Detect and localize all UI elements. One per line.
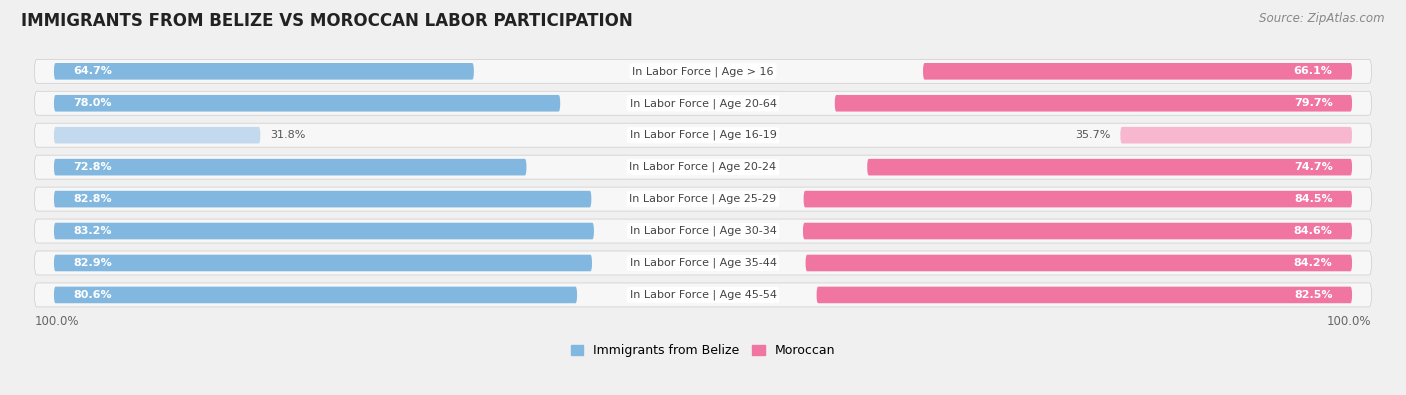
- Text: In Labor Force | Age 16-19: In Labor Force | Age 16-19: [630, 130, 776, 141]
- Text: 64.7%: 64.7%: [73, 66, 112, 76]
- FancyBboxPatch shape: [53, 223, 593, 239]
- Text: In Labor Force | Age 45-54: In Labor Force | Age 45-54: [630, 290, 776, 300]
- Text: 84.2%: 84.2%: [1294, 258, 1333, 268]
- Legend: Immigrants from Belize, Moroccan: Immigrants from Belize, Moroccan: [571, 344, 835, 357]
- FancyBboxPatch shape: [35, 155, 1371, 179]
- FancyBboxPatch shape: [35, 123, 1371, 147]
- Text: 35.7%: 35.7%: [1076, 130, 1111, 140]
- Text: In Labor Force | Age 30-34: In Labor Force | Age 30-34: [630, 226, 776, 236]
- Text: 100.0%: 100.0%: [35, 315, 79, 328]
- Text: 82.9%: 82.9%: [73, 258, 112, 268]
- Text: 84.6%: 84.6%: [1294, 226, 1333, 236]
- FancyBboxPatch shape: [53, 287, 576, 303]
- Text: 84.5%: 84.5%: [1294, 194, 1333, 204]
- FancyBboxPatch shape: [835, 95, 1353, 111]
- FancyBboxPatch shape: [35, 187, 1371, 211]
- FancyBboxPatch shape: [53, 159, 526, 175]
- FancyBboxPatch shape: [35, 219, 1371, 243]
- Text: 72.8%: 72.8%: [73, 162, 112, 172]
- FancyBboxPatch shape: [806, 255, 1353, 271]
- Text: 79.7%: 79.7%: [1294, 98, 1333, 108]
- FancyBboxPatch shape: [35, 59, 1371, 83]
- FancyBboxPatch shape: [35, 91, 1371, 115]
- FancyBboxPatch shape: [817, 287, 1353, 303]
- FancyBboxPatch shape: [1121, 127, 1353, 143]
- Text: Source: ZipAtlas.com: Source: ZipAtlas.com: [1260, 12, 1385, 25]
- FancyBboxPatch shape: [35, 251, 1371, 275]
- Text: 78.0%: 78.0%: [73, 98, 112, 108]
- FancyBboxPatch shape: [35, 283, 1371, 307]
- FancyBboxPatch shape: [804, 191, 1353, 207]
- Text: In Labor Force | Age 35-44: In Labor Force | Age 35-44: [630, 258, 776, 268]
- Text: 74.7%: 74.7%: [1294, 162, 1333, 172]
- FancyBboxPatch shape: [53, 191, 592, 207]
- Text: 82.8%: 82.8%: [73, 194, 112, 204]
- Text: In Labor Force | Age > 16: In Labor Force | Age > 16: [633, 66, 773, 77]
- Text: 82.5%: 82.5%: [1294, 290, 1333, 300]
- FancyBboxPatch shape: [868, 159, 1353, 175]
- FancyBboxPatch shape: [53, 95, 560, 111]
- Text: In Labor Force | Age 25-29: In Labor Force | Age 25-29: [630, 194, 776, 204]
- FancyBboxPatch shape: [53, 127, 260, 143]
- Text: 83.2%: 83.2%: [73, 226, 112, 236]
- Text: In Labor Force | Age 20-24: In Labor Force | Age 20-24: [630, 162, 776, 172]
- Text: IMMIGRANTS FROM BELIZE VS MOROCCAN LABOR PARTICIPATION: IMMIGRANTS FROM BELIZE VS MOROCCAN LABOR…: [21, 12, 633, 30]
- Text: 66.1%: 66.1%: [1294, 66, 1333, 76]
- FancyBboxPatch shape: [53, 255, 592, 271]
- Text: 100.0%: 100.0%: [1327, 315, 1371, 328]
- Text: 80.6%: 80.6%: [73, 290, 112, 300]
- FancyBboxPatch shape: [53, 63, 474, 80]
- Text: In Labor Force | Age 20-64: In Labor Force | Age 20-64: [630, 98, 776, 109]
- Text: 31.8%: 31.8%: [270, 130, 305, 140]
- FancyBboxPatch shape: [803, 223, 1353, 239]
- FancyBboxPatch shape: [922, 63, 1353, 80]
